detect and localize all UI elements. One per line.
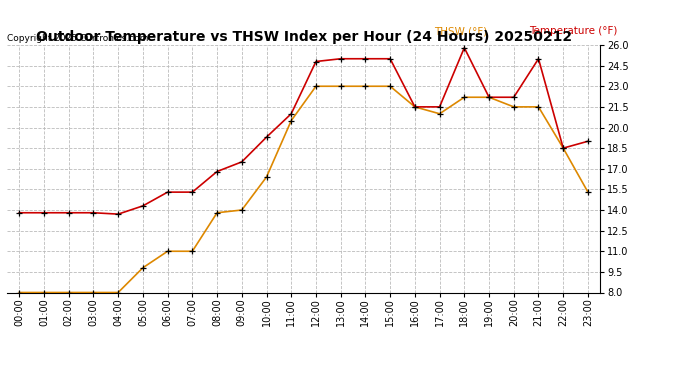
Text: THSW (°F): THSW (°F) — [434, 26, 487, 36]
Text: THSW (°F)Temperature (°F): THSW (°F)Temperature (°F) — [0, 374, 1, 375]
Text: Copyright 2025 Curtronics.com: Copyright 2025 Curtronics.com — [7, 34, 148, 43]
Text: Temperature (°F): Temperature (°F) — [529, 26, 618, 36]
Title: Outdoor Temperature vs THSW Index per Hour (24 Hours) 20250212: Outdoor Temperature vs THSW Index per Ho… — [36, 30, 571, 44]
